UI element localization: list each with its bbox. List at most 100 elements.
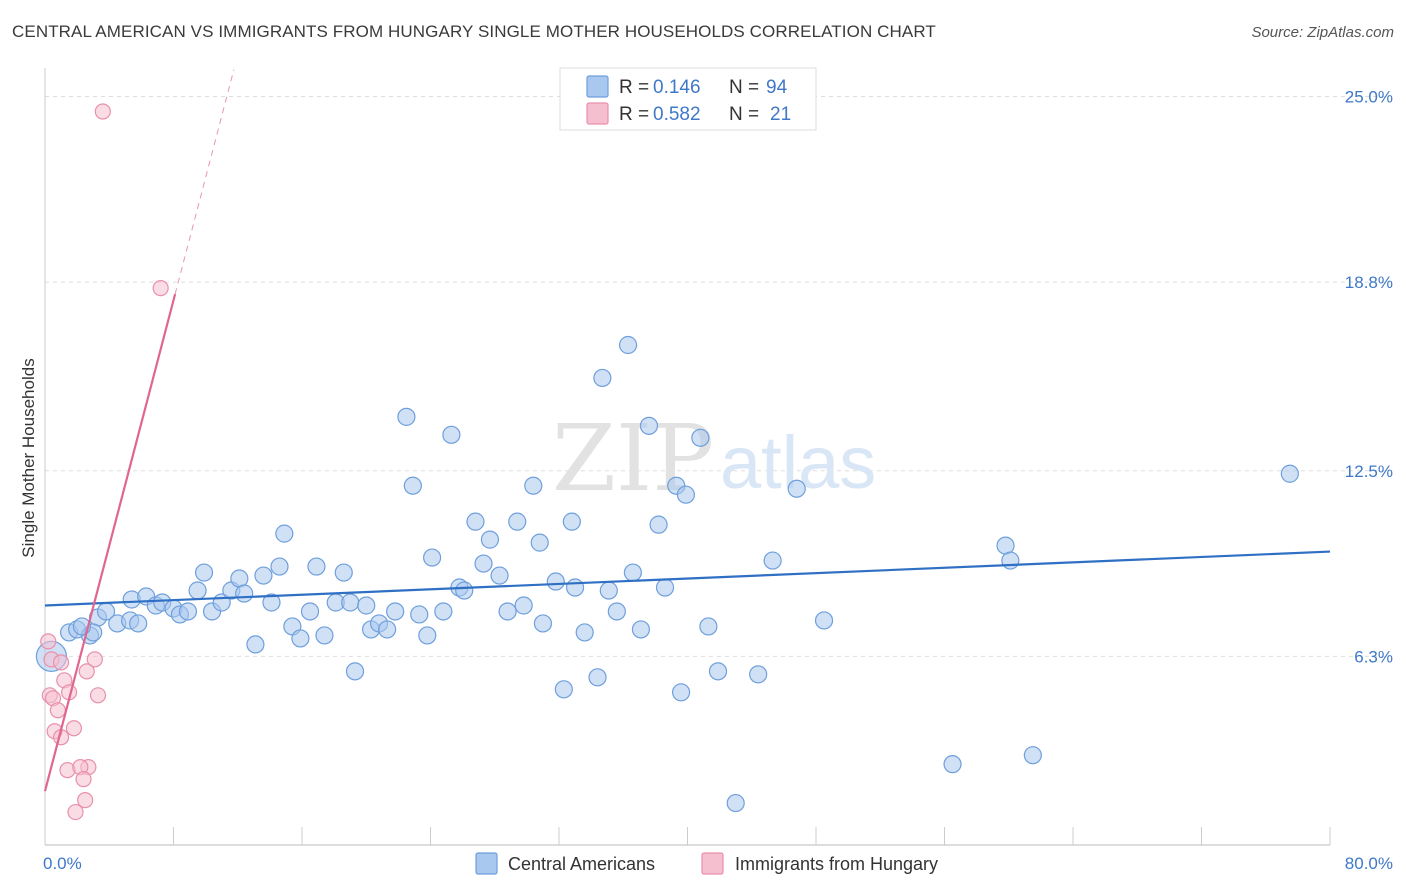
legend-r-value-2: 0.582 xyxy=(653,104,701,125)
point-hungary-19 xyxy=(75,771,92,788)
point-central-american-79 xyxy=(691,428,710,447)
point-hungary-12 xyxy=(49,702,66,719)
point-central-american-69 xyxy=(607,602,626,621)
point-central-american-73 xyxy=(639,416,659,435)
point-central-american-59 xyxy=(530,533,549,552)
point-hungary-20 xyxy=(77,791,94,809)
point-central-american-89 xyxy=(1001,551,1020,570)
point-central-american-58 xyxy=(524,476,543,495)
point-central-american-42 xyxy=(397,407,416,426)
point-central-american-17 xyxy=(194,563,214,582)
point-central-american-47 xyxy=(434,602,453,621)
point-central-american-64 xyxy=(565,578,585,597)
point-central-american-48 xyxy=(442,425,461,444)
point-central-american-62 xyxy=(554,680,573,699)
series-legend-swatch-immigrants-from-hungary xyxy=(701,852,724,875)
trend-lines xyxy=(43,69,1331,792)
point-central-american-68 xyxy=(599,581,618,600)
data-points xyxy=(35,103,1299,821)
series-legend-swatch-central-americans xyxy=(475,852,498,875)
point-hungary-0 xyxy=(94,103,111,120)
point-central-american-63 xyxy=(562,512,581,531)
y-tick-label-3: 25.0% xyxy=(1345,88,1393,107)
trend-line-central-americans xyxy=(44,550,1331,607)
y-axis-label: Single Mother Households xyxy=(19,358,38,557)
trend-line-immigrants-from-hungary xyxy=(43,293,177,792)
legend-swatch-immigrants-from-hungary xyxy=(586,102,609,125)
point-central-american-71 xyxy=(623,563,642,582)
point-central-american-72 xyxy=(631,620,651,639)
point-central-american-61 xyxy=(546,572,565,591)
point-central-american-90 xyxy=(1023,746,1042,765)
point-central-american-22 xyxy=(235,584,254,603)
point-central-american-40 xyxy=(378,620,397,639)
point-central-american-8 xyxy=(129,614,148,633)
point-central-american-78 xyxy=(676,485,695,504)
y-tick-label-2: 18.8% xyxy=(1345,273,1393,292)
y-tick-labels: 6.3% 12.5% 18.8% 25.0% xyxy=(1345,88,1393,667)
point-central-american-74 xyxy=(649,515,668,534)
legend-n-value-2: 21 xyxy=(770,104,791,125)
point-central-american-35 xyxy=(341,593,360,612)
point-central-american-67 xyxy=(593,368,612,388)
axes xyxy=(44,68,1331,846)
point-central-american-44 xyxy=(410,605,429,624)
point-central-american-53 xyxy=(480,530,500,549)
point-central-american-43 xyxy=(403,476,422,495)
point-central-american-24 xyxy=(254,566,273,585)
point-central-american-27 xyxy=(275,524,294,543)
series-legend: Central Americans Immigrants from Hungar… xyxy=(475,852,938,875)
point-central-american-65 xyxy=(575,623,594,642)
point-central-american-23 xyxy=(246,635,265,654)
grid-lines xyxy=(45,96,1390,657)
point-central-american-51 xyxy=(466,512,485,531)
point-central-american-85 xyxy=(787,479,806,498)
legend-n-value-1: 94 xyxy=(766,77,788,98)
watermark: ZIP atlas xyxy=(552,405,876,512)
y-tick-label-1: 12.5% xyxy=(1345,462,1393,481)
legend-n-label-2: N = xyxy=(729,104,759,125)
point-central-american-15 xyxy=(178,602,198,621)
point-central-american-77 xyxy=(671,683,691,702)
point-central-american-46 xyxy=(423,548,442,567)
y-tick-label-0: 6.3% xyxy=(1354,647,1393,666)
point-central-american-87 xyxy=(943,755,962,774)
point-central-american-41 xyxy=(386,602,405,621)
point-hungary-6 xyxy=(78,663,95,680)
point-central-american-84 xyxy=(763,551,782,570)
point-central-american-83 xyxy=(749,665,768,684)
point-central-american-82 xyxy=(726,793,745,813)
point-hungary-21 xyxy=(67,803,84,821)
stats-legend: R = 0.146 N = 94 R = 0.582 N = 21 xyxy=(559,67,817,131)
point-central-american-66 xyxy=(588,668,607,687)
point-central-american-31 xyxy=(307,557,326,576)
point-central-american-34 xyxy=(334,563,353,582)
point-hungary-13 xyxy=(65,720,83,737)
point-central-american-55 xyxy=(498,602,517,621)
legend-r-value-1: 0.146 xyxy=(653,77,701,98)
legend-r-label-1: R = xyxy=(619,77,649,98)
point-hungary-4 xyxy=(52,654,70,671)
point-central-american-36 xyxy=(345,662,365,681)
point-hungary-5 xyxy=(86,651,103,668)
point-central-american-50 xyxy=(455,581,474,600)
trend-extension-immigrants-from-hungary xyxy=(174,69,235,295)
point-central-american-86 xyxy=(814,611,834,630)
point-central-american-70 xyxy=(618,335,638,355)
legend-swatch-central-americans xyxy=(586,75,609,98)
point-central-american-57 xyxy=(514,596,533,615)
point-central-american-16 xyxy=(188,581,207,600)
point-central-american-32 xyxy=(315,626,334,645)
legend-r-label-2: R = xyxy=(619,104,649,125)
point-central-american-25 xyxy=(262,593,281,612)
point-central-american-30 xyxy=(300,602,320,621)
point-central-american-91 xyxy=(1280,464,1299,483)
series-legend-label-immigrants-from-hungary: Immigrants from Hungary xyxy=(735,854,938,874)
legend-n-label-1: N = xyxy=(729,77,759,98)
point-central-american-29 xyxy=(291,629,310,648)
x-tick-labels: 0.0% 80.0% xyxy=(43,854,1393,873)
point-central-american-81 xyxy=(708,662,728,681)
point-hungary-2 xyxy=(40,633,57,650)
point-central-american-56 xyxy=(508,512,527,531)
